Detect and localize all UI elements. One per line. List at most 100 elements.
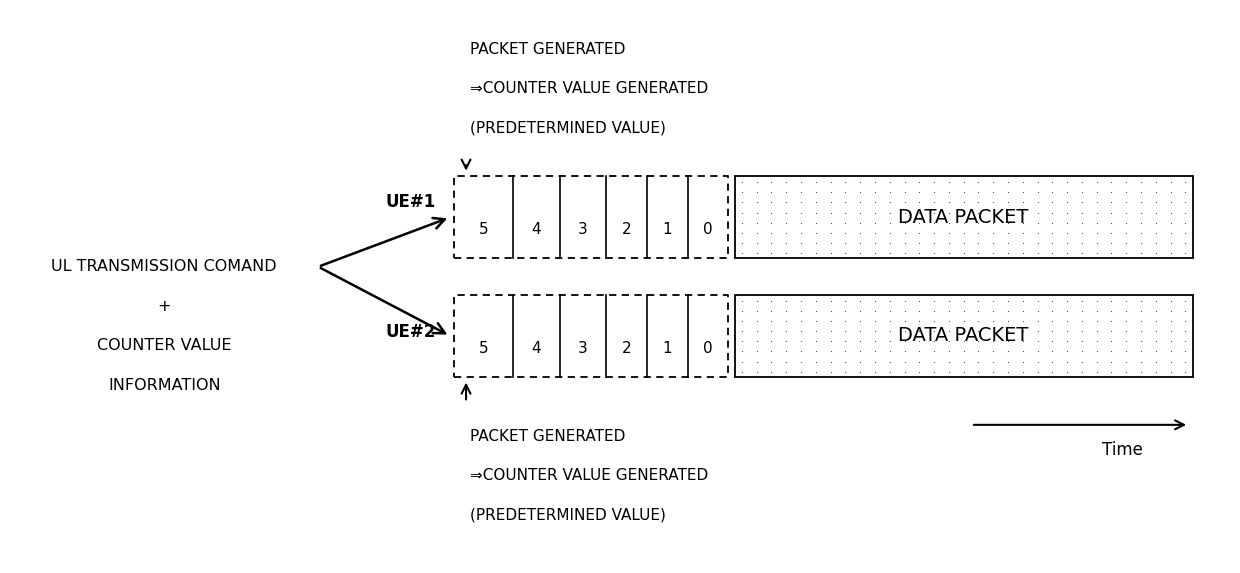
Point [894, 357, 914, 366]
Point [1013, 357, 1033, 366]
Point [1086, 306, 1106, 315]
Point [1146, 316, 1166, 325]
Point [821, 316, 841, 325]
Point [983, 187, 1003, 197]
Point [939, 178, 959, 187]
Point [776, 327, 796, 336]
Point [880, 228, 900, 237]
Point [1146, 337, 1166, 346]
Point [983, 296, 1003, 305]
Point [821, 327, 841, 336]
Point [939, 208, 959, 217]
Point [1146, 187, 1166, 197]
Text: +: + [157, 299, 171, 314]
Point [894, 327, 914, 336]
Point [1161, 187, 1180, 197]
Point [776, 187, 796, 197]
Point [806, 327, 826, 336]
Text: (PREDETERMINED VALUE): (PREDETERMINED VALUE) [470, 121, 666, 136]
Point [821, 238, 841, 248]
Point [1101, 238, 1121, 248]
Point [1116, 367, 1136, 376]
Point [776, 238, 796, 248]
Point [1131, 218, 1151, 227]
Point [732, 249, 751, 258]
Point [924, 306, 944, 315]
Text: UL TRANSMISSION COMAND: UL TRANSMISSION COMAND [52, 259, 277, 274]
Point [791, 316, 811, 325]
Point [866, 238, 885, 248]
Text: 4: 4 [532, 341, 541, 356]
Point [791, 208, 811, 217]
Point [776, 367, 796, 376]
Point [746, 208, 766, 217]
Point [1176, 367, 1195, 376]
Point [1116, 228, 1136, 237]
Point [1101, 178, 1121, 187]
Point [954, 249, 973, 258]
Point [1131, 228, 1151, 237]
Point [836, 316, 856, 325]
Point [836, 198, 856, 207]
Point [836, 249, 856, 258]
Point [1131, 347, 1151, 356]
Point [1058, 316, 1078, 325]
Point [1013, 198, 1033, 207]
Point [806, 357, 826, 366]
Point [761, 249, 781, 258]
Point [968, 316, 988, 325]
Point [1013, 208, 1033, 217]
Point [1013, 327, 1033, 336]
Point [1161, 296, 1180, 305]
Point [939, 218, 959, 227]
Point [1043, 238, 1063, 248]
Point [1176, 316, 1195, 325]
Point [998, 357, 1018, 366]
Point [1176, 228, 1195, 237]
Text: DATA PACKET: DATA PACKET [899, 208, 1029, 227]
Point [1116, 327, 1136, 336]
Point [998, 228, 1018, 237]
Point [968, 198, 988, 207]
Point [791, 337, 811, 346]
Point [954, 228, 973, 237]
Point [983, 228, 1003, 237]
Point [983, 238, 1003, 248]
Point [1071, 198, 1091, 207]
Point [746, 316, 766, 325]
Point [746, 178, 766, 187]
Point [1028, 327, 1048, 336]
Point [1058, 208, 1078, 217]
Point [983, 178, 1003, 187]
Point [746, 347, 766, 356]
Point [939, 249, 959, 258]
Point [909, 306, 929, 315]
Point [821, 357, 841, 366]
Point [821, 249, 841, 258]
Point [1101, 228, 1121, 237]
Point [1058, 306, 1078, 315]
Point [998, 249, 1018, 258]
Point [732, 357, 751, 366]
Point [909, 238, 929, 248]
Point [998, 337, 1018, 346]
Point [851, 208, 870, 217]
Point [909, 228, 929, 237]
Point [761, 316, 781, 325]
Point [924, 208, 944, 217]
Point [1043, 208, 1063, 217]
Point [894, 187, 914, 197]
Point [1086, 249, 1106, 258]
Point [851, 198, 870, 207]
Point [1161, 357, 1180, 366]
Point [791, 296, 811, 305]
Point [894, 249, 914, 258]
Point [836, 337, 856, 346]
Point [746, 367, 766, 376]
Point [1131, 187, 1151, 197]
Point [1058, 228, 1078, 237]
Point [880, 218, 900, 227]
Point [776, 337, 796, 346]
Text: 0: 0 [703, 341, 713, 356]
Point [1071, 337, 1091, 346]
